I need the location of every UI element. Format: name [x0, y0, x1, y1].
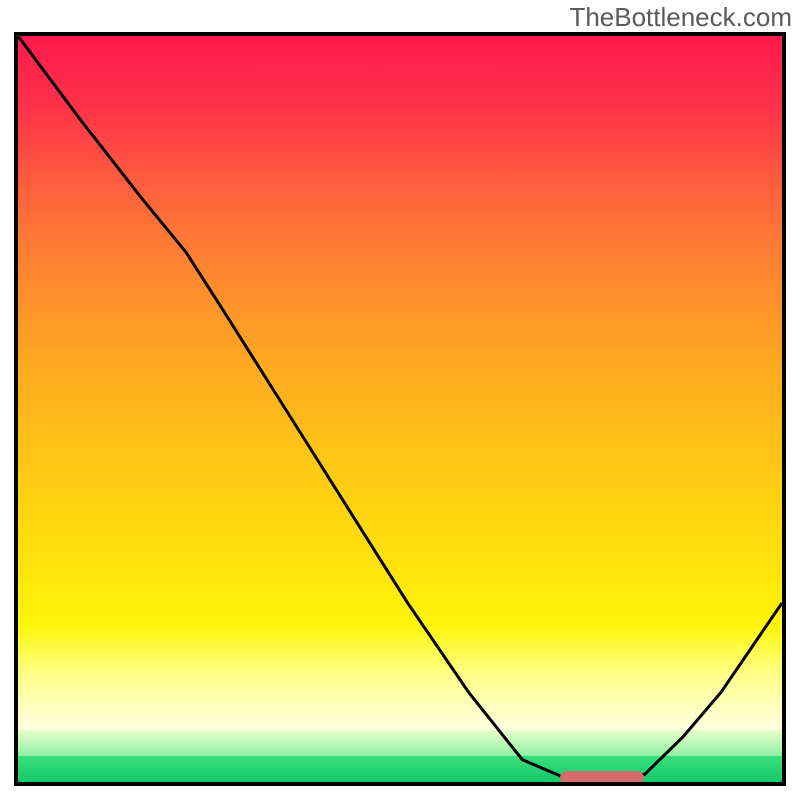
optimal-range-marker: [560, 771, 644, 785]
curve-line: [18, 36, 782, 778]
chart-plot-area: [14, 32, 786, 786]
watermark-text: TheBottleneck.com: [569, 2, 792, 33]
chart-svg-overlay: [18, 36, 782, 782]
